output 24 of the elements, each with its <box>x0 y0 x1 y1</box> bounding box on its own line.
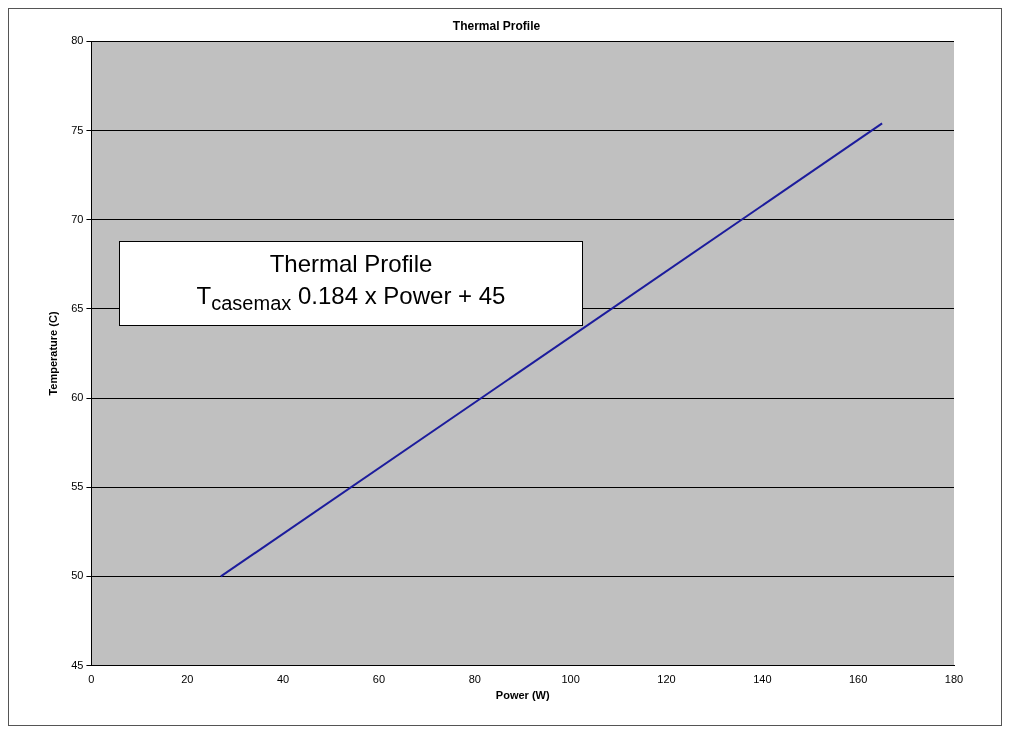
x-tick-label: 40 <box>276 673 290 686</box>
y-tick-label: 70 <box>71 212 84 225</box>
x-tick-label: 180 <box>944 673 964 686</box>
y-tick-label: 55 <box>71 480 84 493</box>
y-tick-label: 50 <box>71 569 84 582</box>
x-tick-label: 20 <box>181 673 194 686</box>
x-tick-label: 140 <box>753 673 772 686</box>
chart-title: Thermal Profile <box>452 18 541 33</box>
y-tick-label: 60 <box>71 391 84 404</box>
y-tick-label: 80 <box>71 34 84 47</box>
x-tick-label: 160 <box>848 673 868 686</box>
x-tick-label: 60 <box>372 673 386 686</box>
x-tick-label: 100 <box>561 673 580 686</box>
y-tick-label: 75 <box>71 123 84 136</box>
x-tick-label: 0 <box>88 673 95 686</box>
x-tick-label: 120 <box>657 673 676 686</box>
x-axis-title: Power (W) <box>495 689 550 702</box>
annotation: T$_{casemax}$ 0.184 x Power + 45 <box>195 281 507 316</box>
annotation: Thermal Profile <box>268 249 434 279</box>
text-box: Thermal Profile T$_{casemax}$ 0.184 x Power + 45 <box>119 241 583 326</box>
y-tick-label: 65 <box>71 301 84 314</box>
x-tick-label: 80 <box>468 673 481 686</box>
y-axis-title: Temperature (C) <box>46 311 59 396</box>
y-tick-label: 45 <box>71 658 84 671</box>
